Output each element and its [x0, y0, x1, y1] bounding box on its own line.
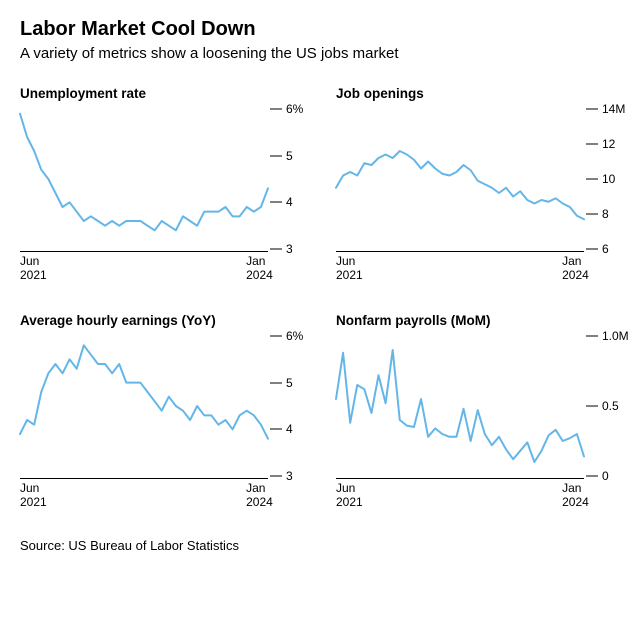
x-tick-label-bottom: 2021 — [336, 269, 363, 283]
panel-title: Unemployment rate — [20, 86, 308, 101]
x-tick-label-top: Jan — [562, 482, 589, 496]
panel-title: Job openings — [336, 86, 624, 101]
panel-unemployment: Unemployment rate Jun2021Jan2024 3456% — [20, 86, 308, 285]
panel-title: Nonfarm payrolls (MoM) — [336, 313, 624, 328]
y-tick: 6 — [588, 243, 609, 255]
y-tick: 1.0M — [588, 330, 629, 342]
page-subtitle: A variety of metrics show a loosening th… — [20, 45, 624, 62]
x-axis: Jun2021Jan2024 — [336, 251, 584, 285]
y-axis: 68101214M — [584, 109, 624, 249]
plot-area: Jun2021Jan2024 — [20, 336, 268, 512]
y-tick: 14M — [588, 103, 625, 115]
y-tick: 0 — [588, 470, 609, 482]
panel-title: Average hourly earnings (YoY) — [20, 313, 308, 328]
panel-earnings: Average hourly earnings (YoY) Jun2021Jan… — [20, 313, 308, 512]
x-tick: Jun2021 — [336, 255, 363, 283]
x-tick: Jun2021 — [20, 482, 47, 510]
panel-job-openings: Job openings Jun2021Jan2024 68101214M — [336, 86, 624, 285]
x-tick: Jan2024 — [246, 255, 273, 283]
x-tick: Jan2024 — [246, 482, 273, 510]
x-tick: Jun2021 — [336, 482, 363, 510]
y-axis: 3456% — [268, 336, 308, 476]
x-tick-label-top: Jun — [20, 255, 47, 269]
series-line — [336, 350, 584, 462]
series-line — [20, 345, 268, 438]
x-axis: Jun2021Jan2024 — [20, 478, 268, 512]
plot-area: Jun2021Jan2024 — [336, 336, 584, 512]
y-tick: 3 — [272, 243, 293, 255]
y-tick: 0.5 — [588, 400, 619, 412]
x-tick-label-top: Jan — [246, 482, 273, 496]
x-tick-label-top: Jan — [562, 255, 589, 269]
y-tick: 6% — [272, 330, 303, 342]
charts-grid: Unemployment rate Jun2021Jan2024 3456% J… — [20, 86, 624, 512]
x-tick-label-bottom: 2024 — [562, 496, 589, 510]
x-baseline — [336, 478, 584, 479]
x-tick-label-bottom: 2024 — [246, 496, 273, 510]
y-tick: 3 — [272, 470, 293, 482]
x-tick-label-top: Jan — [246, 255, 273, 269]
plot-area: Jun2021Jan2024 — [336, 109, 584, 285]
y-tick: 4 — [272, 423, 293, 435]
x-tick-label-bottom: 2021 — [20, 269, 47, 283]
x-baseline — [20, 478, 268, 479]
y-tick: 4 — [272, 196, 293, 208]
y-tick: 5 — [272, 377, 293, 389]
x-baseline — [336, 251, 584, 252]
series-line — [336, 151, 584, 219]
line-chart — [20, 336, 268, 476]
y-tick: 12 — [588, 138, 615, 150]
x-axis: Jun2021Jan2024 — [336, 478, 584, 512]
page-title: Labor Market Cool Down — [20, 18, 624, 41]
y-tick: 8 — [588, 208, 609, 220]
y-tick: 10 — [588, 173, 615, 185]
series-line — [20, 114, 268, 231]
x-tick-label-bottom: 2024 — [246, 269, 273, 283]
x-tick-label-bottom: 2021 — [336, 496, 363, 510]
line-chart — [336, 336, 584, 476]
plot-area: Jun2021Jan2024 — [20, 109, 268, 285]
line-chart — [336, 109, 584, 249]
x-tick-label-top: Jun — [336, 482, 363, 496]
x-tick-label-top: Jun — [20, 482, 47, 496]
x-tick: Jan2024 — [562, 482, 589, 510]
x-tick: Jan2024 — [562, 255, 589, 283]
x-tick-label-bottom: 2021 — [20, 496, 47, 510]
y-axis: 3456% — [268, 109, 308, 249]
y-tick: 5 — [272, 150, 293, 162]
y-tick: 6% — [272, 103, 303, 115]
x-baseline — [20, 251, 268, 252]
source-attribution: Source: US Bureau of Labor Statistics — [20, 538, 624, 553]
x-tick-label-bottom: 2024 — [562, 269, 589, 283]
x-tick-label-top: Jun — [336, 255, 363, 269]
y-axis: 00.51.0M — [584, 336, 624, 476]
x-axis: Jun2021Jan2024 — [20, 251, 268, 285]
x-tick: Jun2021 — [20, 255, 47, 283]
panel-payrolls: Nonfarm payrolls (MoM) Jun2021Jan2024 00… — [336, 313, 624, 512]
line-chart — [20, 109, 268, 249]
